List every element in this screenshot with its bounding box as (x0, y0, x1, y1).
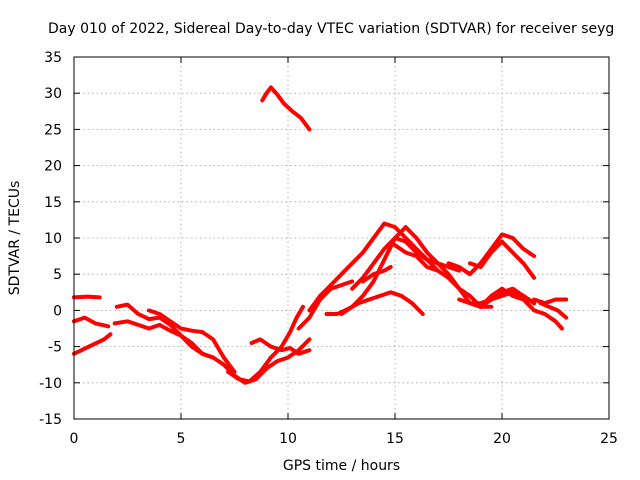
series-arc-03 (72, 332, 113, 356)
chart-title: Day 010 of 2022, Sidereal Day-to-day VTE… (48, 21, 614, 37)
series-arc-05 (114, 302, 312, 385)
y-tick-label: 10 (44, 231, 62, 247)
series-arc-15 (360, 265, 393, 284)
x-tick-label: 20 (493, 431, 511, 447)
series-arc-19 (457, 290, 537, 306)
series-arc-10 (296, 279, 355, 331)
y-tick-label: 25 (44, 122, 62, 138)
series-arc-06 (146, 308, 237, 374)
x-tick-label: 10 (279, 431, 297, 447)
y-tick-label: 35 (44, 50, 62, 66)
y-tick-label: -10 (39, 376, 62, 392)
series-arc-09 (260, 85, 312, 132)
grid-lines (74, 57, 609, 419)
y-tick-label: 15 (44, 195, 62, 211)
series-arc-02 (72, 315, 111, 329)
series-arc-11 (307, 221, 440, 313)
y-tick-label: 20 (44, 159, 62, 175)
series-arc-22 (532, 297, 569, 306)
axis-ticks: 0 5 10 15 20 25 -15 -10 -5 0 5 10 15 20 25 30 35 (39, 50, 618, 447)
y-tick-label: 0 (53, 303, 62, 319)
y-tick-label: 5 (53, 267, 62, 283)
y-tick-label: -5 (48, 340, 62, 356)
x-tick-label: 0 (70, 431, 79, 447)
series-arc-23 (532, 308, 564, 331)
x-axis-label: GPS time / hours (283, 458, 400, 474)
x-tick-label: 5 (177, 431, 186, 447)
y-axis-label: SDTVAR / TECUs (7, 181, 23, 296)
series-arc-21 (478, 286, 537, 313)
series-arc-16 (393, 243, 494, 309)
y-tick-label: 30 (44, 86, 62, 102)
series-arc-07 (249, 337, 312, 356)
series-arc-20 (467, 239, 537, 280)
series-arc-08 (226, 304, 305, 384)
data-series (72, 85, 569, 385)
series-arc-24 (538, 301, 569, 320)
series-arc-01 (72, 294, 102, 300)
y-tick-label: -15 (39, 412, 62, 428)
x-tick-label: 15 (386, 431, 404, 447)
series-arc-14 (350, 236, 430, 291)
series-arc-18 (446, 232, 537, 277)
x-tick-label: 25 (600, 431, 618, 447)
